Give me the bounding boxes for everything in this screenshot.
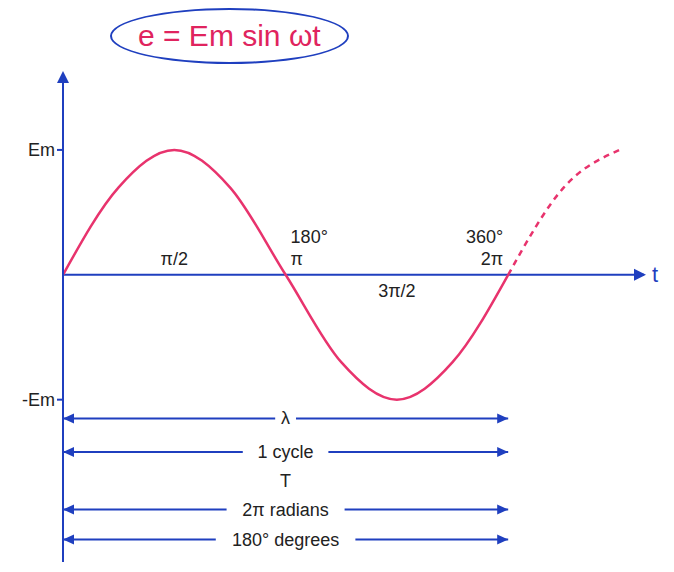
svg-text:-Em: -Em (22, 390, 55, 410)
svg-text:3π/2: 3π/2 (378, 281, 415, 301)
svg-text:π/2: π/2 (161, 249, 188, 269)
svg-text:1 cycle: 1 cycle (258, 442, 314, 462)
svg-text:180°: 180° (291, 227, 328, 247)
svg-text:π: π (291, 249, 303, 269)
svg-text:t: t (652, 262, 658, 287)
svg-text:2π: 2π (481, 249, 503, 269)
svg-text:Em: Em (28, 140, 55, 160)
svg-text:180° degrees: 180° degrees (232, 530, 339, 550)
svg-text:λ: λ (281, 408, 290, 428)
svg-text:2π radians: 2π radians (242, 500, 328, 520)
svg-text:360°: 360° (466, 227, 503, 247)
svg-text:T: T (280, 471, 291, 491)
html-text:e = Em sin ωt: e = Em sin ωt (138, 19, 321, 52)
